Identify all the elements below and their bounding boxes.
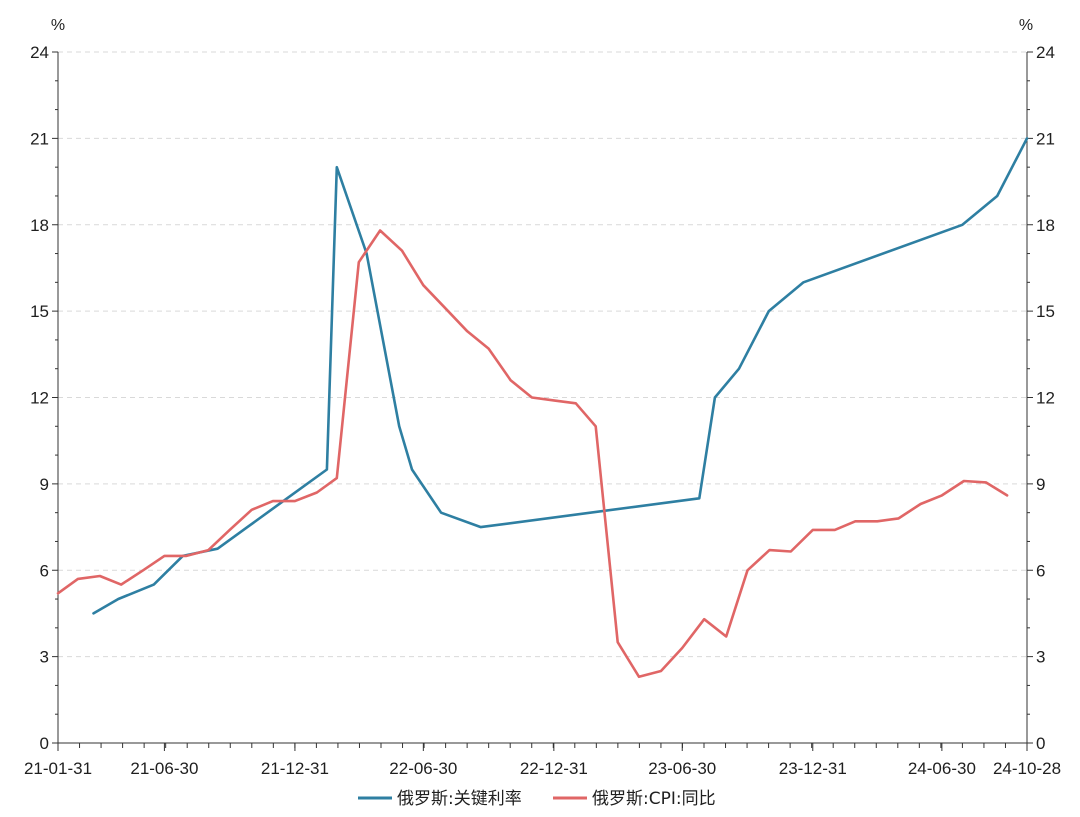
x-tick-label: 23-06-30 — [648, 759, 716, 778]
left-y-tick-label: 24 — [30, 43, 49, 62]
right-y-tick-label: 6 — [1036, 561, 1045, 580]
right-axis-unit: % — [1019, 17, 1033, 34]
left-y-tick-label: 21 — [30, 129, 49, 148]
left-y-tick-label: 18 — [30, 216, 49, 235]
right-y-tick-label: 9 — [1036, 475, 1045, 494]
series-line-cpi — [56, 229, 1009, 679]
axes: % % 0 0 3 3 6 6 9 9 12 12 15 15 18 18 21 21 24 24 21-01-31… — [24, 17, 1061, 778]
x-tick-label: 23-12-31 — [779, 759, 847, 778]
right-y-tick-label: 3 — [1036, 648, 1045, 667]
legend-label-key-rate: 俄罗斯:关键利率 — [397, 789, 522, 809]
x-tick-label: 21-06-30 — [130, 759, 198, 778]
left-y-tick-label: 6 — [40, 561, 49, 580]
legend-label-cpi: 俄罗斯:CPI:同比 — [592, 789, 716, 809]
left-axis-unit: % — [51, 17, 65, 34]
left-y-tick-label: 3 — [40, 648, 49, 667]
x-tick-label: 24-06-30 — [908, 759, 976, 778]
left-y-tick-label: 9 — [40, 475, 49, 494]
left-y-tick-label: 12 — [30, 389, 49, 408]
right-y-tick-label: 12 — [1036, 389, 1055, 408]
left-y-tick-label: 0 — [40, 734, 49, 753]
legend: 俄罗斯:关键利率 俄罗斯:CPI:同比 — [358, 789, 716, 809]
right-y-tick-label: 0 — [1036, 734, 1045, 753]
right-y-tick-label: 24 — [1036, 43, 1055, 62]
x-tick-label: 24-10-28 — [993, 759, 1061, 778]
x-tick-label: 22-06-30 — [389, 759, 457, 778]
right-y-tick-label: 15 — [1036, 302, 1055, 321]
series-lines — [56, 137, 1029, 679]
grid-lines — [58, 51, 1027, 658]
series-line-key-rate — [92, 137, 1029, 615]
right-y-tick-label: 18 — [1036, 216, 1055, 235]
x-tick-label: 21-12-31 — [261, 759, 329, 778]
x-tick-label: 21-01-31 — [24, 759, 92, 778]
right-y-tick-label: 21 — [1036, 129, 1055, 148]
x-tick-label: 22-12-31 — [520, 759, 588, 778]
left-y-tick-label: 15 — [30, 302, 49, 321]
